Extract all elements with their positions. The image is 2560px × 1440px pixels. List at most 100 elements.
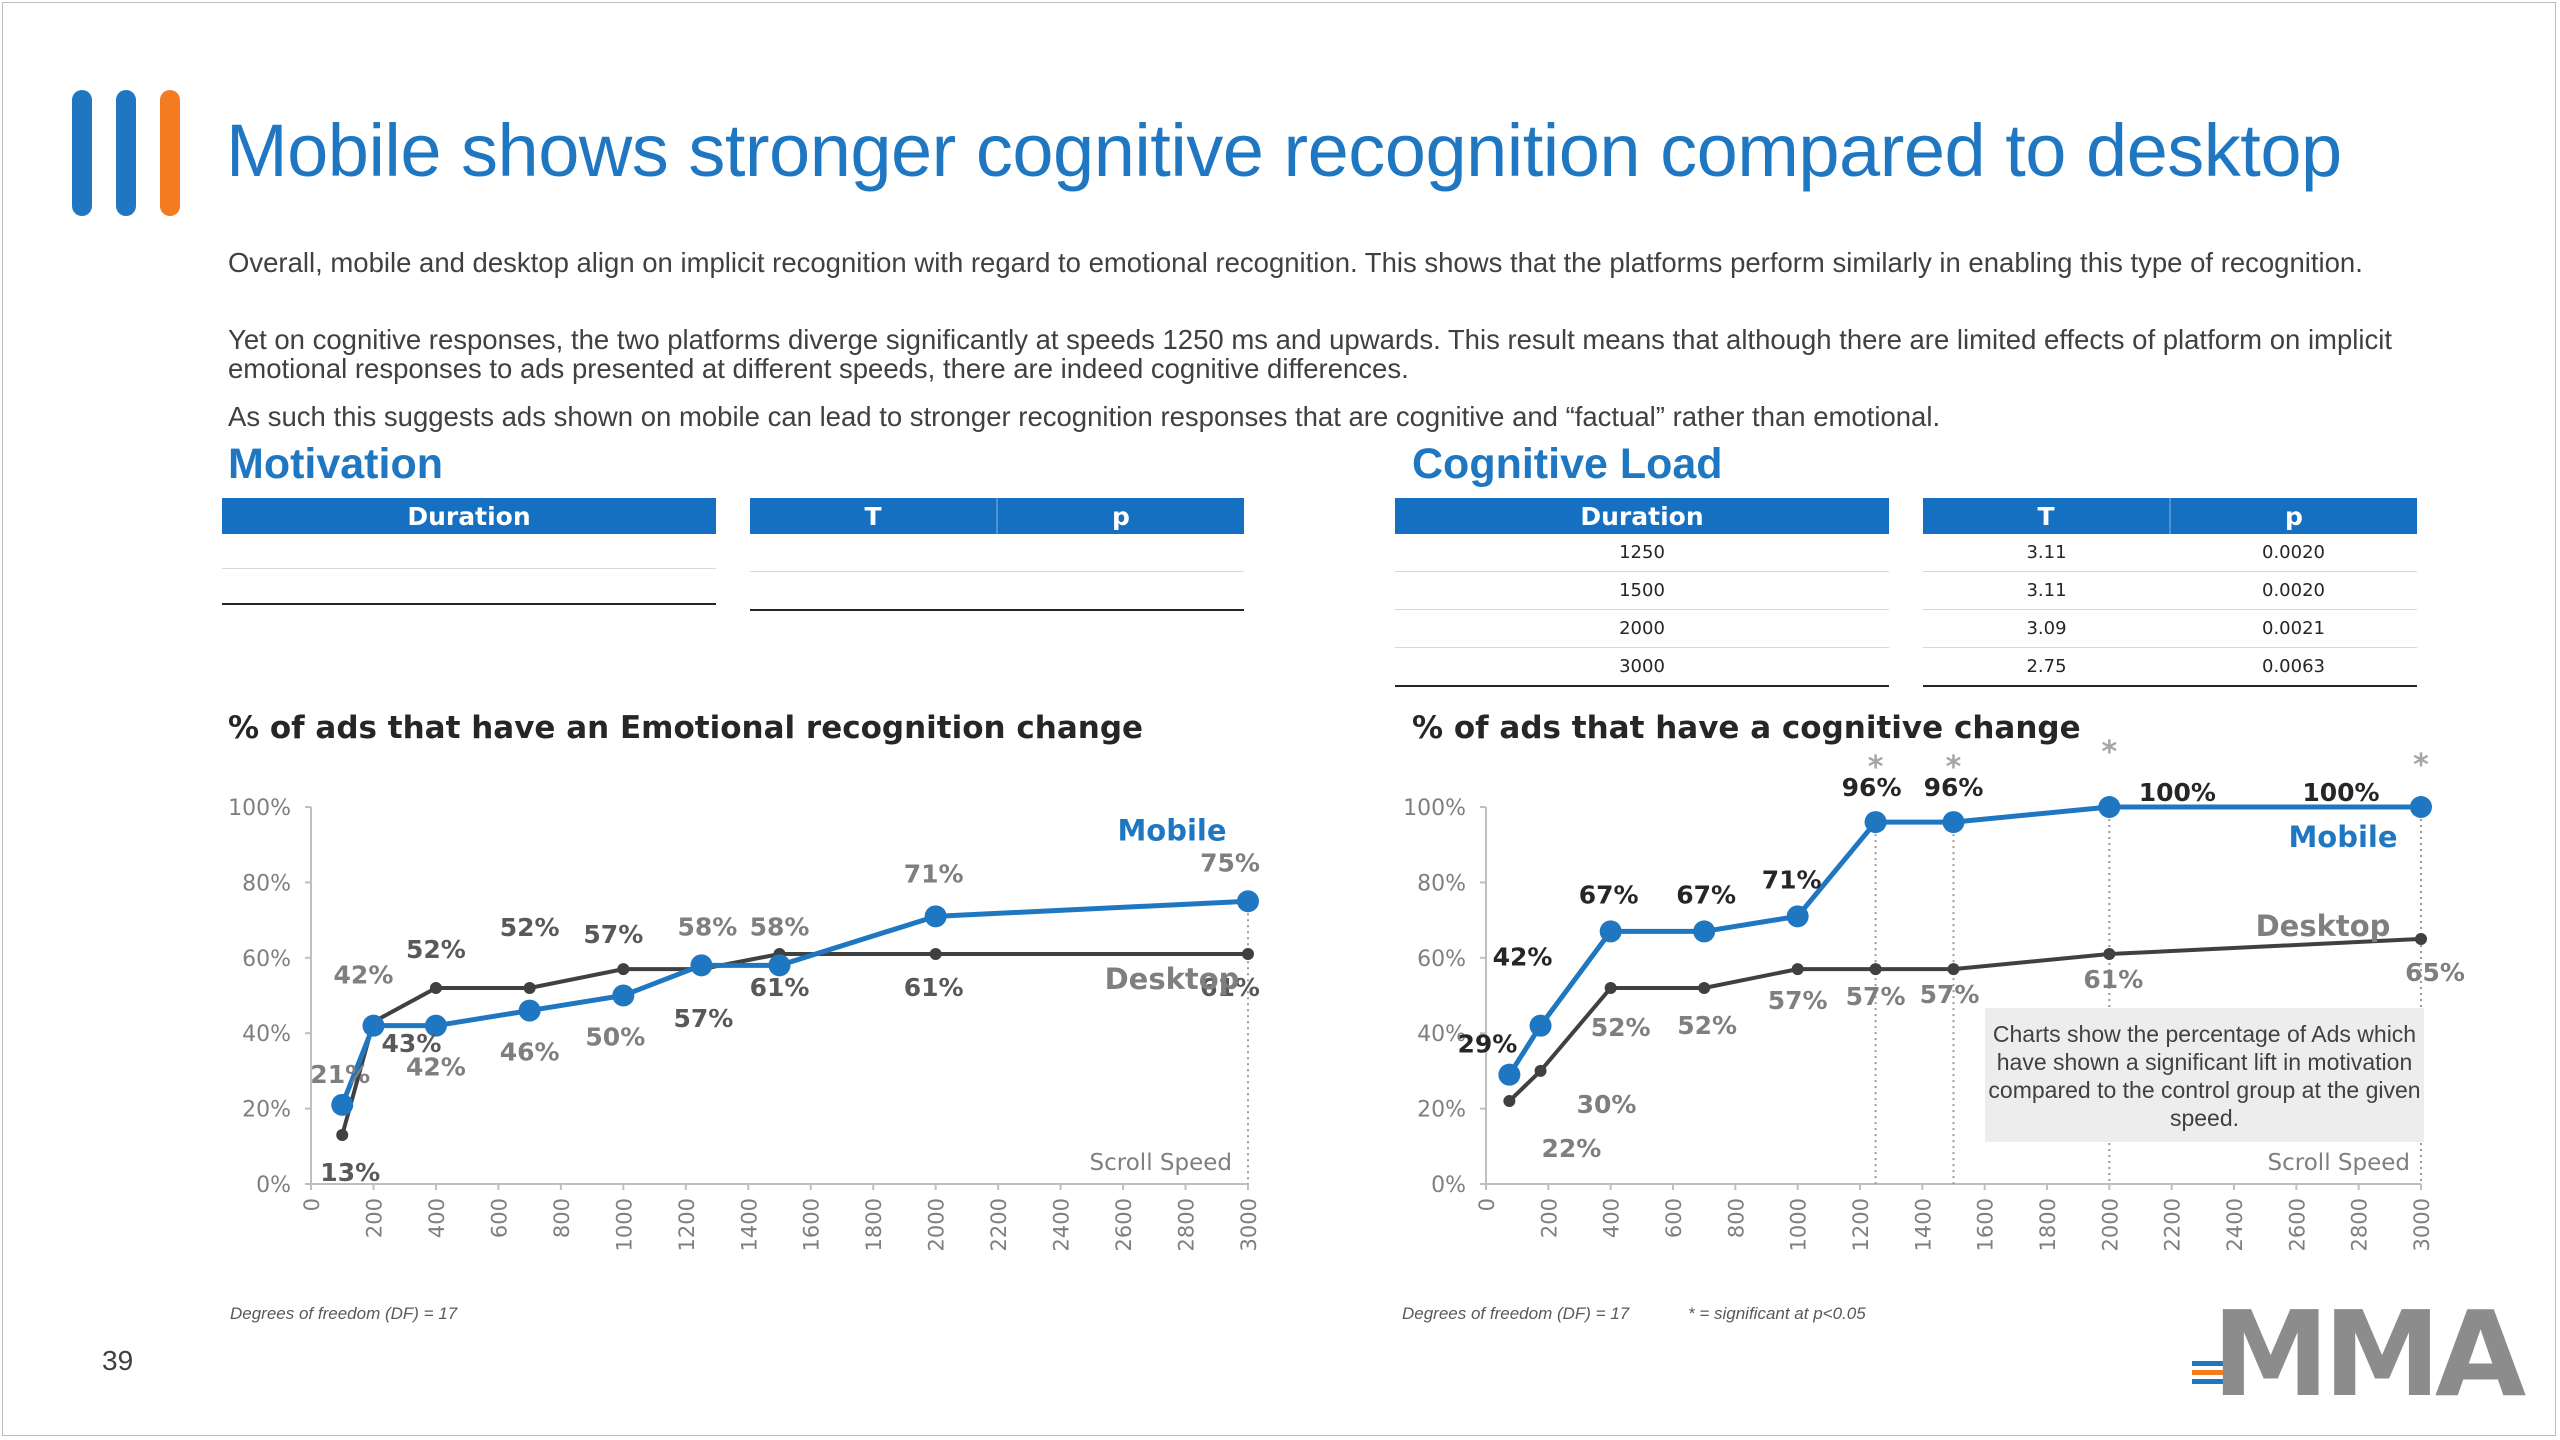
- desktop-data-point: [1604, 981, 1617, 994]
- x-tick-label: 2800: [2348, 1198, 2372, 1251]
- mma-logo: MMA: [2186, 1285, 2526, 1423]
- intro-paragraph-2: Yet on cognitive responses, the two plat…: [228, 324, 2392, 384]
- desktop-data-label: 57%: [1920, 980, 1980, 1009]
- desktop-data-point: [429, 981, 442, 994]
- table-cell-t: 3.11: [1923, 534, 2170, 572]
- x-tick-label: 0: [1475, 1198, 1499, 1211]
- mobile-data-label: 58%: [750, 912, 810, 941]
- table-empty-cell: [997, 534, 1244, 572]
- y-tick-label: 60%: [242, 947, 291, 972]
- table-empty-cell: [750, 534, 997, 572]
- y-tick-label: 40%: [242, 1022, 291, 1047]
- x-tick-label: 1400: [1911, 1198, 1935, 1251]
- desktop-data-label: 57%: [583, 920, 643, 949]
- mobile-data-label: 100%: [2139, 778, 2216, 807]
- y-tick-label: 100%: [1403, 796, 1466, 821]
- desktop-data-point: [523, 981, 536, 994]
- y-tick-label: 20%: [242, 1098, 291, 1123]
- mobile-data-label: 67%: [1579, 880, 1639, 909]
- desktop-data-point: [1947, 963, 1960, 976]
- desktop-data-point: [1698, 981, 1711, 994]
- table-cell-duration: 1250: [1395, 534, 1889, 572]
- desktop-data-point: [1534, 1064, 1547, 1077]
- mobile-data-label: 67%: [1676, 880, 1736, 909]
- y-tick-label: 100%: [228, 796, 291, 821]
- x-tick-label: 1000: [1787, 1198, 1811, 1251]
- x-tick-label: 800: [1724, 1198, 1748, 1238]
- x-tick-label: 600: [1662, 1198, 1686, 1238]
- mobile-data-point: [1498, 1063, 1521, 1086]
- desktop-data-label: 52%: [500, 913, 560, 942]
- x-tick-label: 1600: [800, 1198, 824, 1251]
- cognitive-duration-table: Duration 1250 1500 2000 3000: [1395, 498, 1889, 687]
- significance-star: *: [2101, 735, 2117, 770]
- mobile-data-label: 21%: [310, 1060, 370, 1089]
- mobile-data-point: [2098, 796, 2121, 818]
- table-cell-duration: 3000: [1395, 647, 1889, 687]
- y-tick-label: 60%: [1417, 947, 1466, 972]
- desktop-data-label: 52%: [406, 935, 466, 964]
- x-tick-label: 2400: [2223, 1198, 2247, 1251]
- mobile-series-name: Mobile: [1117, 813, 1226, 847]
- x-tick-label: 3000: [1237, 1198, 1261, 1251]
- x-tick-label: 2000: [925, 1198, 949, 1251]
- desktop-data-label: 57%: [1846, 982, 1906, 1011]
- desktop-data-point: [1503, 1095, 1516, 1108]
- table-cell-p: 0.0020: [2170, 571, 2417, 610]
- mobile-data-label: 42%: [1493, 943, 1553, 972]
- cognitive-p-header: p: [2169, 498, 2417, 534]
- mobile-data-point: [924, 905, 947, 928]
- mobile-data-point: [1786, 905, 1809, 928]
- x-tick-label: 1400: [737, 1198, 761, 1251]
- mobile-data-point: [1599, 920, 1622, 943]
- desktop-data-label: 61%: [750, 973, 810, 1002]
- mobile-data-point: [331, 1093, 354, 1116]
- motivation-heading: Motivation: [228, 440, 443, 488]
- desktop-data-point: [929, 948, 942, 961]
- mobile-data-label: 75%: [1200, 848, 1260, 877]
- x-tick-label: 600: [487, 1198, 511, 1238]
- x-tick-label: 400: [425, 1198, 449, 1238]
- desktop-data-point: [1791, 963, 1804, 976]
- table-cell-t: 2.75: [1923, 647, 2170, 687]
- desktop-data-label: 57%: [1768, 986, 1828, 1015]
- motivation-t-header: T: [750, 498, 997, 534]
- x-tick-label: 2200: [2161, 1198, 2185, 1251]
- table-cell-t: 3.09: [1923, 609, 2170, 648]
- desktop-data-label: 13%: [320, 1158, 380, 1187]
- cognitive-duration-header: Duration: [1395, 498, 1889, 534]
- motivation-p-header: p: [996, 498, 1244, 534]
- mobile-data-point: [424, 1014, 447, 1037]
- mobile-data-label: 96%: [1924, 773, 1984, 802]
- mobile-data-point: [2410, 796, 2432, 818]
- mobile-data-point: [768, 954, 791, 977]
- mobile-data-point: [518, 999, 541, 1022]
- y-tick-label: 40%: [1417, 1022, 1466, 1047]
- x-tick-label: 1200: [675, 1198, 699, 1251]
- mobile-data-label: 96%: [1842, 773, 1902, 802]
- y-tick-label: 20%: [1417, 1098, 1466, 1123]
- motivation-duration-header: Duration: [222, 498, 716, 534]
- mobile-data-label: 58%: [677, 912, 737, 941]
- x-axis-label: Scroll Speed: [1090, 1150, 1232, 1176]
- significance-footnote: * = significant at p<0.05: [1688, 1304, 1866, 1323]
- x-tick-label: 2800: [1175, 1198, 1199, 1251]
- desktop-data-point: [617, 963, 630, 976]
- y-tick-label: 80%: [1417, 871, 1466, 896]
- mobile-data-label: 100%: [2302, 778, 2379, 807]
- desktop-data-point: [1242, 948, 1254, 961]
- mobile-data-point: [1864, 811, 1887, 834]
- table-cell-p: 0.0021: [2170, 609, 2417, 648]
- x-tick-label: 2200: [987, 1198, 1011, 1251]
- x-tick-label: 1800: [2036, 1198, 2060, 1251]
- mobile-data-label: 71%: [904, 859, 964, 888]
- desktop-data-label: 61%: [1200, 973, 1260, 1002]
- mobile-data-point: [690, 954, 713, 977]
- x-tick-label: 1000: [612, 1198, 636, 1251]
- x-tick-label: 2600: [1112, 1198, 1136, 1251]
- desktop-data-point: [2415, 932, 2427, 945]
- page-title: Mobile shows stronger cognitive recognit…: [226, 109, 2342, 192]
- desktop-data-label: 43%: [382, 1029, 442, 1058]
